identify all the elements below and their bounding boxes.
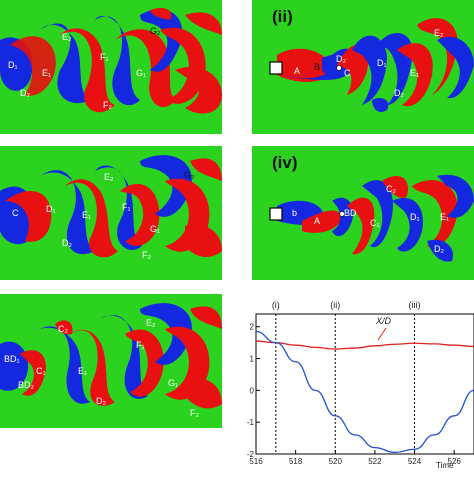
vortex-label-F1: F₁ bbox=[136, 340, 145, 350]
vortex-label-G1: G₁ bbox=[150, 224, 160, 234]
vortex-label-E2: E₂ bbox=[104, 172, 114, 182]
vortex-label-BD1: BD₁ bbox=[4, 354, 20, 364]
x-tick-label: 516 bbox=[249, 457, 263, 466]
panel-left-bot: BD₁ BD₂ C₁ C₂ E₁ E₂ F₁ G₁ D₂ F₂ bbox=[0, 294, 222, 428]
vortex-label-BD: BD bbox=[344, 208, 357, 218]
vortex-label-F1: F₁ bbox=[122, 202, 131, 212]
series-annotation: X/D bbox=[375, 316, 392, 326]
vortex-label-D1: D₁ bbox=[410, 212, 420, 222]
vortex-label-D1: D₁ bbox=[46, 204, 56, 214]
vortex-label-E1: E₁ bbox=[42, 68, 51, 78]
annotation-arrow bbox=[377, 327, 387, 341]
vortex-label-E1: E₁ bbox=[78, 366, 87, 376]
x-axis-label: Time bbox=[436, 461, 454, 470]
series-line bbox=[255, 340, 474, 350]
vortex-label-F2: F₂ bbox=[103, 100, 112, 110]
x-tick-label: 526 bbox=[448, 457, 462, 466]
time-marker-label: (i) bbox=[272, 300, 280, 310]
vortex-label-D2: D₂ bbox=[434, 244, 444, 254]
time-marker-label: (iii) bbox=[409, 300, 421, 310]
vortex-label-B: B bbox=[314, 62, 320, 72]
vortex-label-E1: E₁ bbox=[440, 212, 449, 222]
vortex-label-F2: F₂ bbox=[142, 250, 151, 260]
vortex-label-F2: F₂ bbox=[190, 408, 199, 418]
plot-area bbox=[255, 313, 474, 455]
vortex-label-BD2: BD₂ bbox=[18, 380, 35, 390]
time-series-chart: -2 -1 0 1 2 516 518 520 522 524 526 (i) (ii) (iii) T… bbox=[246, 292, 474, 474]
vortex-label-F1: F₁ bbox=[100, 52, 109, 62]
vortex-label-C1: C₁ bbox=[370, 218, 380, 228]
vortex-label-C1: C₁ bbox=[36, 366, 46, 376]
vortex-label-A: A bbox=[294, 66, 300, 76]
y-tick-label: -2 bbox=[247, 450, 255, 459]
vortex-label-E2: E₂ bbox=[434, 28, 444, 38]
vortex-label-C2: C₂ bbox=[58, 324, 68, 334]
y-tick-label: -1 bbox=[247, 418, 255, 427]
vortex-label-A: A bbox=[314, 216, 320, 226]
x-tick-label: 522 bbox=[368, 457, 382, 466]
vortex-label-D1: D₁ bbox=[377, 58, 387, 68]
series-line bbox=[255, 330, 474, 454]
panel-label-ii: (ii) bbox=[272, 7, 293, 26]
x-tick-label: 524 bbox=[408, 457, 422, 466]
vortex-label-D1: D₁ bbox=[8, 60, 18, 70]
vortex-label-D2: D₂ bbox=[96, 396, 106, 406]
time-marker-label: (ii) bbox=[330, 300, 340, 310]
vortex-label-D2: D₂ bbox=[62, 238, 72, 248]
y-tick-label: 0 bbox=[250, 386, 255, 395]
panel-iv: (iv) b A BD C₁ C₂ D₁ E₁ D₂ bbox=[252, 146, 474, 280]
vortex-label-E1: E₁ bbox=[410, 68, 419, 78]
vortex-label-b: b bbox=[292, 208, 297, 218]
vortex-label-D2: D₂ bbox=[20, 88, 30, 98]
x-tick-label: 518 bbox=[289, 457, 303, 466]
vortex-label-G2: G₂ bbox=[184, 170, 195, 180]
panel-left-mid: C D₁ E₁ E₂ G₁ G₂ F₁ D₂ F₂ bbox=[0, 146, 222, 280]
vortex-label-C: C bbox=[12, 208, 19, 218]
vortex-label-G1: G₁ bbox=[168, 378, 178, 388]
panel-left-top: D₁ E₁ E₂ F₁ G₁ G₂ D₂ F₂ bbox=[0, 0, 222, 134]
vortex-label-C2: C₂ bbox=[386, 184, 396, 194]
panel-label-iv: (iv) bbox=[272, 153, 298, 172]
vortex-label-C: C bbox=[344, 68, 351, 78]
vortex-label-D2-top: D₂ bbox=[336, 54, 346, 64]
vortex-label-E1: E₁ bbox=[82, 210, 91, 220]
vortex-label-G2: G₂ bbox=[150, 26, 161, 36]
vortex-label-E2: E₂ bbox=[62, 32, 72, 42]
y-tick-label: 1 bbox=[250, 355, 255, 364]
y-tick-label: 2 bbox=[250, 323, 255, 332]
vortex-label-G1: G₁ bbox=[136, 68, 146, 78]
chart-svg: -2 -1 0 1 2 516 518 520 522 524 526 (i) (ii) (iii) T… bbox=[247, 300, 474, 470]
panel-ii: (ii) A B D₂ C D₁ E₁ E₂ D₂ bbox=[252, 0, 474, 134]
vortex-label-D2: D₂ bbox=[394, 88, 404, 98]
x-tick-label: 520 bbox=[329, 457, 343, 466]
vortex-label-E2: E₂ bbox=[146, 318, 156, 328]
